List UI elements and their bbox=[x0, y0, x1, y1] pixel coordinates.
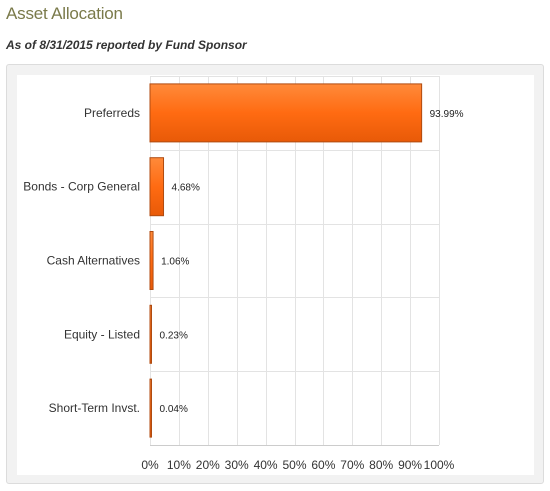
data-label: 93.99% bbox=[430, 109, 464, 120]
bar-0 bbox=[149, 83, 423, 143]
x-tick-label: 0% bbox=[141, 458, 159, 472]
x-tick-label: 50% bbox=[282, 458, 306, 472]
bar-1 bbox=[149, 157, 165, 217]
x-tick-label: 90% bbox=[398, 458, 422, 472]
data-label: 1.06% bbox=[161, 257, 189, 268]
category-label: Bonds - Corp General bbox=[23, 180, 140, 194]
bar-3 bbox=[149, 304, 152, 364]
category-label: Short-Term Invst. bbox=[49, 401, 140, 415]
page-title: Asset Allocation bbox=[6, 4, 123, 23]
data-label: 0.04% bbox=[160, 404, 188, 415]
x-tick-label: 100% bbox=[424, 458, 455, 472]
category-label: Cash Alternatives bbox=[47, 254, 140, 268]
as-of-subtitle: As of 8/31/2015 reported by Fund Sponsor bbox=[6, 38, 247, 52]
x-tick-label: 60% bbox=[311, 458, 335, 472]
bar-2 bbox=[149, 231, 154, 290]
chart-panel: Preferreds 93.99% Bonds - Corp General 4.68… bbox=[6, 64, 544, 484]
x-tick-label: 20% bbox=[196, 458, 220, 472]
category-label: Equity - Listed bbox=[64, 327, 140, 341]
bar-4 bbox=[149, 378, 152, 438]
chart-plot-area: Preferreds 93.99% Bonds - Corp General 4.68… bbox=[17, 75, 534, 475]
data-label: 0.23% bbox=[160, 330, 188, 341]
x-tick-label: 40% bbox=[254, 458, 278, 472]
x-tick-label: 70% bbox=[340, 458, 364, 472]
x-tick-label: 10% bbox=[167, 458, 191, 472]
data-label: 4.68% bbox=[172, 183, 200, 194]
x-tick-label: 30% bbox=[225, 458, 249, 472]
allocation-bar-chart: Preferreds 93.99% Bonds - Corp General 4.68… bbox=[23, 76, 464, 472]
category-label: Preferreds bbox=[84, 106, 140, 120]
x-tick-label: 80% bbox=[369, 458, 393, 472]
